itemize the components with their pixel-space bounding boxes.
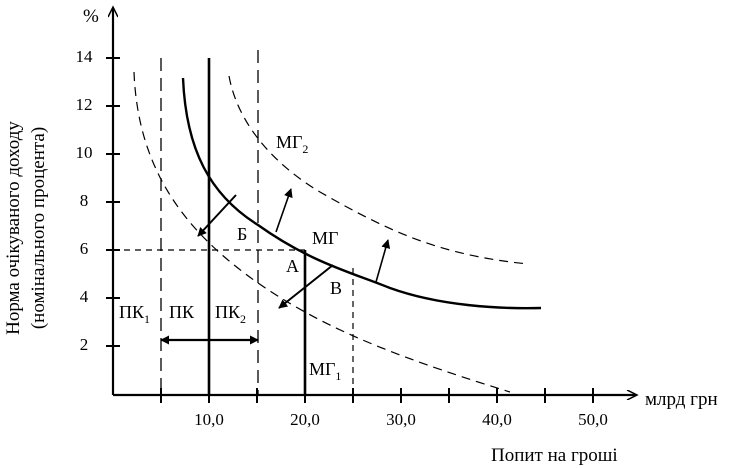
ms1-label: ПК1 — [119, 302, 150, 326]
x-tick-30: 30,0 — [386, 410, 416, 429]
x-unit-label: млрд грн — [645, 389, 718, 410]
shift-arrow-left — [197, 194, 237, 237]
y-tick-6: 6 — [80, 239, 89, 258]
ms-label: ПК — [169, 302, 195, 322]
point-b-label: Б — [237, 224, 247, 244]
shift-arrow-up-2 — [375, 239, 391, 283]
md-label: МГ — [312, 228, 338, 248]
y-tick-2: 2 — [80, 335, 89, 354]
point-a-label: А — [286, 256, 299, 276]
y-tick-12: 12 — [76, 95, 93, 114]
x-tick-50: 50,0 — [578, 410, 608, 429]
shift-arrow-right-down — [278, 264, 334, 309]
money-demand-curve — [181, 77, 542, 310]
x-axis-title: Попит на гроші — [491, 445, 618, 466]
y-tick-10: 10 — [76, 143, 93, 162]
y-ticks — [106, 57, 120, 347]
x-tick-20: 20,0 — [290, 410, 320, 429]
y-tick-8: 8 — [80, 191, 89, 210]
y-tick-4: 4 — [80, 287, 89, 306]
shift-arrow-up-1 — [275, 188, 293, 233]
y-axis-title-line2: (номінального процента) — [28, 127, 49, 329]
y-unit-label: % — [83, 6, 99, 27]
x-tick-40: 40,0 — [482, 410, 512, 429]
money-demand-curve-1 — [133, 71, 511, 393]
point-c-label: В — [330, 278, 342, 298]
money-demand-curve-2 — [228, 75, 529, 265]
x-tick-10: 10,0 — [194, 410, 224, 429]
md2-label: МГ2 — [276, 132, 308, 156]
y-axis-title-line1: Норма очікуваного доходу — [3, 121, 24, 335]
y-tick-14: 14 — [76, 47, 94, 66]
ms2-label: ПК2 — [215, 302, 246, 326]
md1-label: МГ1 — [309, 359, 341, 383]
